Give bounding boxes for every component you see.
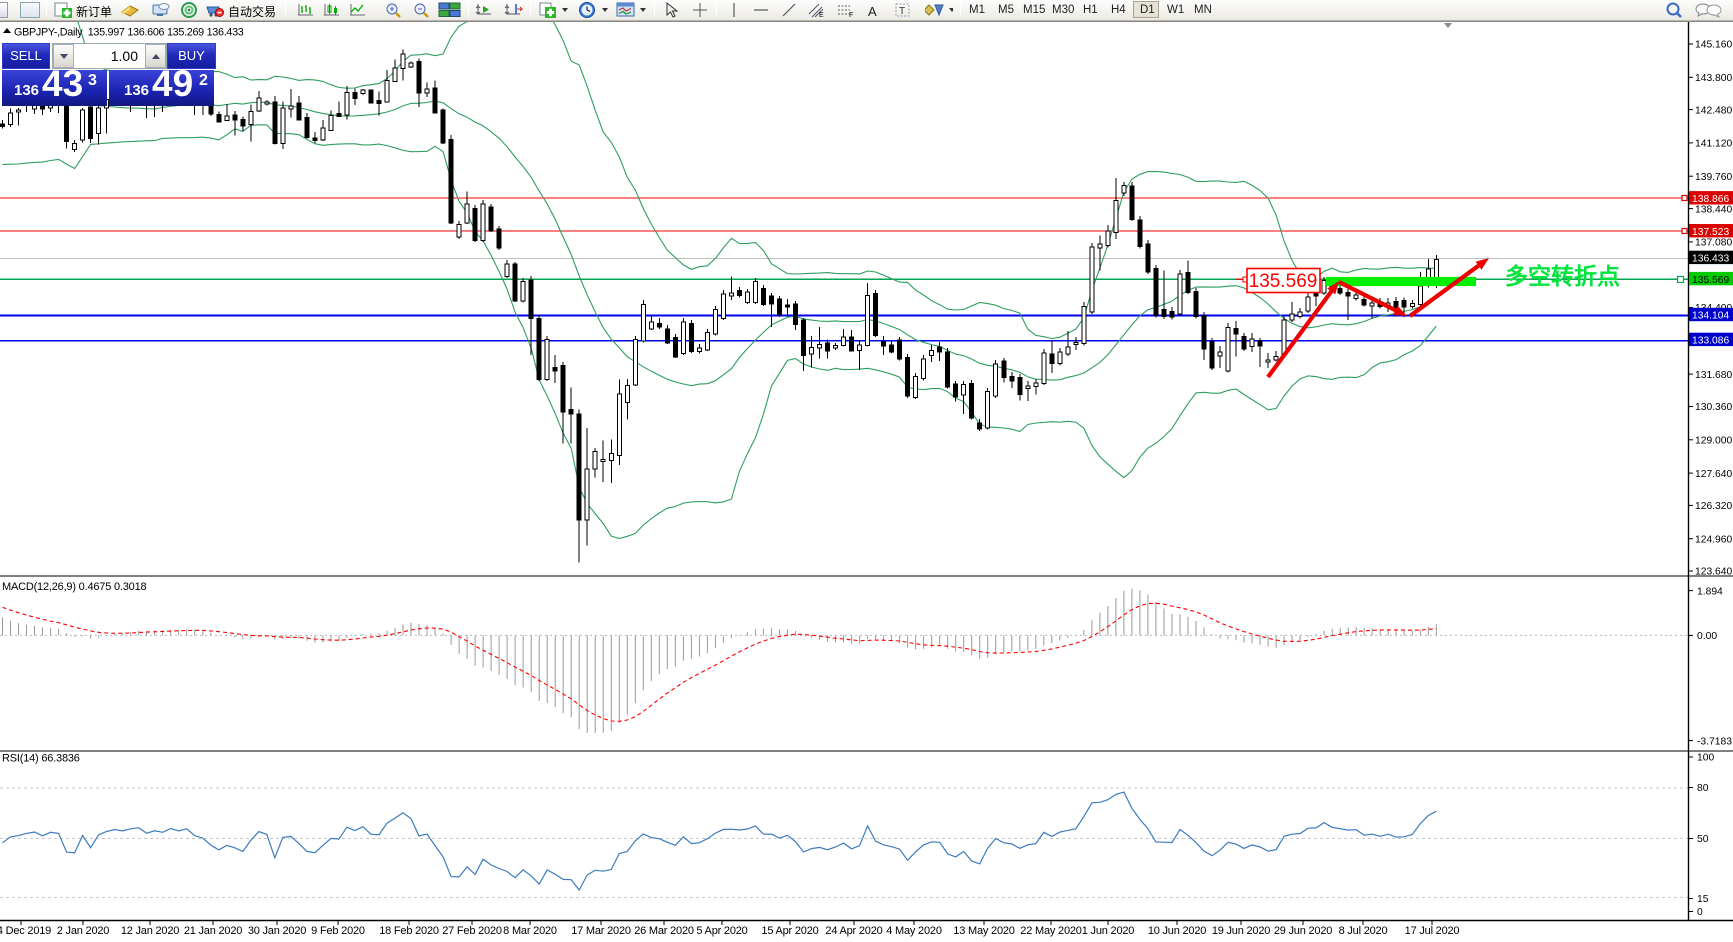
svg-text:24 Dec 2019: 24 Dec 2019 bbox=[0, 925, 51, 937]
svg-text:26 Mar 2020: 26 Mar 2020 bbox=[634, 925, 694, 937]
svg-text:21 Jan 2020: 21 Jan 2020 bbox=[184, 925, 242, 937]
svg-text:134.104: 134.104 bbox=[1692, 311, 1729, 322]
svg-text:13 May 2020: 13 May 2020 bbox=[953, 925, 1014, 937]
svg-text:8 Mar 2020: 8 Mar 2020 bbox=[503, 925, 557, 937]
svg-text:5 Apr 2020: 5 Apr 2020 bbox=[696, 925, 747, 937]
svg-text:141.120: 141.120 bbox=[1695, 139, 1732, 150]
svg-text:137.080: 137.080 bbox=[1695, 238, 1732, 249]
svg-text:135.569: 135.569 bbox=[1249, 271, 1318, 292]
svg-text:135.569: 135.569 bbox=[1692, 275, 1729, 286]
svg-text:139.760: 139.760 bbox=[1695, 172, 1732, 183]
svg-text:143.800: 143.800 bbox=[1695, 73, 1732, 84]
svg-text:29 Jun 2020: 29 Jun 2020 bbox=[1274, 925, 1332, 937]
svg-text:138.440: 138.440 bbox=[1695, 204, 1732, 215]
svg-text:MACD(12,26,9) 0.4675 0.3018: MACD(12,26,9) 0.4675 0.3018 bbox=[2, 581, 146, 593]
svg-text:8 Jul 2020: 8 Jul 2020 bbox=[1339, 925, 1388, 937]
svg-text:-3.7183: -3.7183 bbox=[1697, 736, 1732, 747]
svg-text:F: F bbox=[849, 12, 853, 18]
svg-text:15: 15 bbox=[1697, 894, 1709, 905]
svg-text:9 Feb 2020: 9 Feb 2020 bbox=[311, 925, 365, 937]
svg-text:15 Apr 2020: 15 Apr 2020 bbox=[761, 925, 818, 937]
svg-text:2 Jan 2020: 2 Jan 2020 bbox=[57, 925, 110, 937]
svg-text:133.086: 133.086 bbox=[1692, 336, 1729, 347]
svg-text:136.433: 136.433 bbox=[1692, 254, 1729, 265]
svg-text:27 Feb 2020: 27 Feb 2020 bbox=[442, 925, 502, 937]
svg-text:22 May 2020: 22 May 2020 bbox=[1020, 925, 1081, 937]
svg-text:10 Jun 2020: 10 Jun 2020 bbox=[1148, 925, 1206, 937]
svg-text:137.523: 137.523 bbox=[1692, 227, 1729, 238]
svg-text:0.00: 0.00 bbox=[1697, 631, 1717, 642]
svg-text:17 Jul 2020: 17 Jul 2020 bbox=[1405, 925, 1460, 937]
svg-text:30 Jan 2020: 30 Jan 2020 bbox=[248, 925, 306, 937]
svg-text:RSI(14) 66.3836: RSI(14) 66.3836 bbox=[2, 753, 80, 765]
svg-text:142.480: 142.480 bbox=[1695, 105, 1732, 116]
svg-text:130.360: 130.360 bbox=[1695, 402, 1732, 413]
svg-text:50: 50 bbox=[1697, 834, 1709, 845]
svg-text:126.320: 126.320 bbox=[1695, 501, 1732, 512]
svg-text:100: 100 bbox=[1697, 753, 1714, 764]
svg-text:GBPJPY-,Daily 135.997 136.606: GBPJPY-,Daily 135.997 136.606 135.269 13… bbox=[14, 27, 244, 39]
svg-text:1.894: 1.894 bbox=[1697, 586, 1723, 597]
svg-text:131.680: 131.680 bbox=[1695, 370, 1732, 381]
svg-text:0: 0 bbox=[1697, 907, 1703, 918]
svg-text:4 May 2020: 4 May 2020 bbox=[886, 925, 942, 937]
svg-text:12 Jan 2020: 12 Jan 2020 bbox=[121, 925, 179, 937]
svg-text:1 Jun 2020: 1 Jun 2020 bbox=[1082, 925, 1135, 937]
svg-text:145.160: 145.160 bbox=[1695, 40, 1732, 51]
svg-text:17 Mar 2020: 17 Mar 2020 bbox=[571, 925, 631, 937]
svg-text:138.866: 138.866 bbox=[1692, 194, 1729, 205]
svg-text:127.640: 127.640 bbox=[1695, 469, 1732, 480]
svg-text:129.000: 129.000 bbox=[1695, 436, 1732, 447]
svg-text:123.640: 123.640 bbox=[1695, 567, 1732, 578]
svg-text:124.960: 124.960 bbox=[1695, 534, 1732, 545]
svg-text:E: E bbox=[819, 12, 824, 18]
svg-text:80: 80 bbox=[1697, 783, 1709, 794]
svg-text:T: T bbox=[899, 6, 905, 17]
svg-text:多空转折点: 多空转折点 bbox=[1505, 263, 1620, 289]
svg-text:19 Jun 2020: 19 Jun 2020 bbox=[1212, 925, 1270, 937]
svg-text:18 Feb 2020: 18 Feb 2020 bbox=[379, 925, 439, 937]
svg-text:24 Apr 2020: 24 Apr 2020 bbox=[825, 925, 882, 937]
